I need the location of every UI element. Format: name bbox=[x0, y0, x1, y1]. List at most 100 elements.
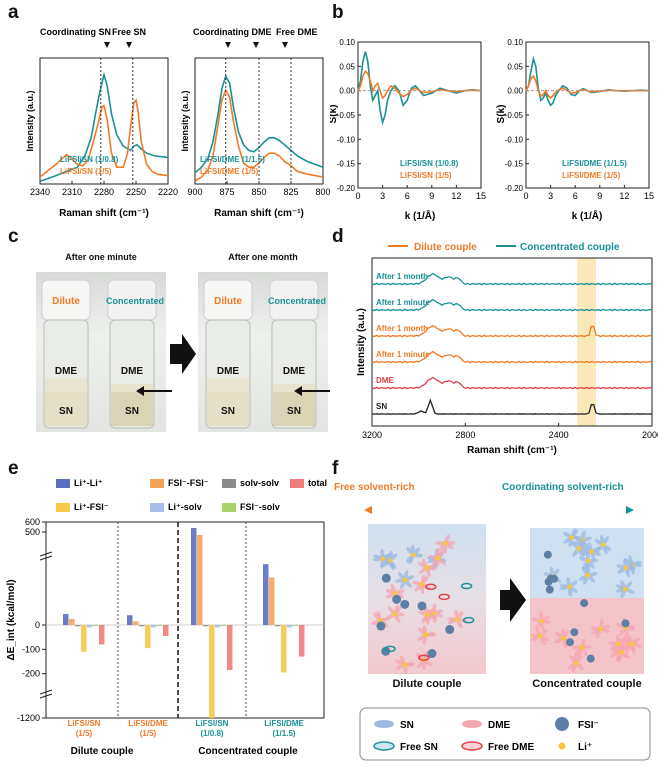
e-ylabel: ΔE_int (kcal/mol) bbox=[6, 579, 17, 660]
x-tick-label: 2250 bbox=[126, 187, 146, 197]
b-left-legend-1: LiFSI/SN (1/0.8) bbox=[400, 159, 459, 168]
legend-label: FSI⁻ bbox=[578, 720, 599, 731]
c-layer-sn-2: SN bbox=[125, 406, 139, 417]
bar-0-1 bbox=[127, 615, 133, 625]
a-left-legend-1: LiFSI/SN (1/0.8) bbox=[60, 155, 119, 164]
bar-3-3 bbox=[281, 625, 287, 673]
bar-0-2 bbox=[191, 528, 197, 625]
bar-6-1 bbox=[163, 625, 169, 636]
y-tick-label: 0.00 bbox=[339, 87, 355, 96]
solvent-molecule bbox=[395, 578, 406, 583]
bar-6-0 bbox=[99, 625, 105, 645]
bar-5-0 bbox=[93, 625, 99, 626]
bar-1-2 bbox=[197, 535, 203, 625]
c-title-right: After one month bbox=[228, 252, 298, 262]
fsi-anion bbox=[381, 573, 391, 583]
bar-2-1 bbox=[139, 625, 145, 627]
c-layer-dme-2: DME bbox=[120, 366, 144, 377]
y-tick-label: 0.00 bbox=[507, 87, 523, 96]
free-solvent bbox=[438, 593, 450, 601]
legend-symbol bbox=[558, 742, 566, 750]
solvent-molecule bbox=[380, 558, 385, 569]
y-tick-label: -0.15 bbox=[505, 160, 524, 169]
legend-swatch bbox=[290, 479, 304, 488]
li-ion bbox=[424, 565, 430, 571]
x-tick-label: 2000 bbox=[642, 430, 658, 440]
vial-layer bbox=[273, 384, 315, 392]
x-tick-label: 875 bbox=[219, 187, 234, 197]
x-tick-label: 2340 bbox=[30, 187, 50, 197]
trace-line-5 bbox=[371, 398, 653, 415]
solvent-molecule bbox=[425, 632, 436, 637]
y-tick-label: -0.10 bbox=[337, 135, 356, 144]
b-left-ylabel: S(k) bbox=[330, 105, 339, 124]
c-transition-arrow-icon bbox=[170, 334, 196, 374]
x-tick-label: 2220 bbox=[158, 187, 178, 197]
solvent-molecule bbox=[403, 664, 408, 675]
trace-line-0 bbox=[371, 272, 653, 286]
fsi-anion bbox=[546, 574, 555, 583]
a-left-ylabel: Intensity (a.u.) bbox=[25, 90, 35, 151]
bar-1-3 bbox=[269, 577, 275, 625]
f-legend-box bbox=[359, 707, 651, 761]
li-ion bbox=[579, 645, 584, 650]
panel-d-raman-stack-chart: Dilute couple Concentrated couple After … bbox=[356, 242, 658, 456]
category-label: LiFSI/SN bbox=[68, 719, 101, 728]
f-arrow-head-left-icon bbox=[364, 506, 372, 514]
y-tick-label: 0.05 bbox=[339, 62, 355, 71]
f-label-coord: Coordinating solvent-rich bbox=[502, 482, 624, 493]
bar-5-3 bbox=[293, 625, 299, 626]
e-group-dilute: Dilute couple bbox=[71, 746, 134, 757]
solvent-molecule bbox=[422, 624, 428, 635]
li-ion bbox=[392, 611, 398, 617]
li-ion bbox=[454, 617, 460, 622]
vial-layer bbox=[273, 392, 315, 426]
free-solvent bbox=[425, 583, 437, 591]
solvent-molecule bbox=[587, 572, 598, 577]
x-tick-label: 850 bbox=[251, 187, 266, 197]
a-arrow-markers bbox=[104, 42, 288, 48]
a-left-legend-2: LiFSI/SN (1/5) bbox=[60, 167, 112, 176]
li-ion bbox=[576, 546, 582, 551]
legend-swatch bbox=[150, 503, 164, 512]
solvent-molecule bbox=[428, 554, 439, 560]
li-ion bbox=[619, 650, 624, 655]
bar-3-1 bbox=[145, 625, 151, 649]
b-right-xlabel: k (1/Å) bbox=[572, 209, 603, 222]
bar-4-1 bbox=[151, 625, 157, 628]
f-caption-conc: Concentrated couple bbox=[532, 678, 642, 690]
c-interface-arrow-right-icon bbox=[294, 386, 330, 396]
panel-e-letter: e bbox=[8, 458, 19, 479]
li-ion bbox=[392, 590, 398, 596]
trace-line-1 bbox=[371, 298, 653, 312]
x-tick-label: 3 bbox=[548, 191, 553, 201]
panel-d-letter: d bbox=[332, 226, 344, 247]
a-right-legend-2: LiFSI/DME (1/5) bbox=[200, 167, 259, 176]
series-line-0 bbox=[194, 74, 324, 174]
f-arrow-head-right-icon bbox=[626, 506, 634, 514]
legend-symbol bbox=[373, 741, 395, 751]
fsi-anion bbox=[580, 599, 589, 608]
li-ion bbox=[629, 641, 635, 647]
vial-layer bbox=[111, 384, 153, 392]
solvent-molecule bbox=[445, 541, 456, 546]
d-legend-dilute: Dilute couple bbox=[414, 242, 477, 253]
li-ion bbox=[537, 633, 543, 639]
x-tick-label: 15 bbox=[644, 191, 654, 201]
panel-a-raman-chart: 2340 2310 2280 2250 2220 900 875 850 825 800 Coo… bbox=[25, 27, 330, 219]
solvent-molecule bbox=[404, 662, 415, 667]
y-tick-label: -0.20 bbox=[505, 184, 524, 193]
a-right-annot-coord: Coordinating DME bbox=[193, 27, 272, 37]
d-highlight-band bbox=[577, 258, 596, 426]
a-left-xlabel: Raman shift (cm⁻¹) bbox=[59, 208, 149, 219]
y-tick-label: -0.20 bbox=[337, 184, 356, 193]
li-ion bbox=[560, 635, 566, 641]
solvent-molecule bbox=[582, 536, 592, 542]
legend-swatch bbox=[222, 503, 236, 512]
legend-symbol bbox=[461, 741, 483, 751]
x-tick-label: 825 bbox=[283, 187, 298, 197]
y-tick-label: -1200 bbox=[17, 713, 40, 723]
free-solvent bbox=[460, 582, 473, 590]
fsi-anion bbox=[570, 628, 579, 637]
c-layer-sn-3: SN bbox=[221, 406, 235, 417]
